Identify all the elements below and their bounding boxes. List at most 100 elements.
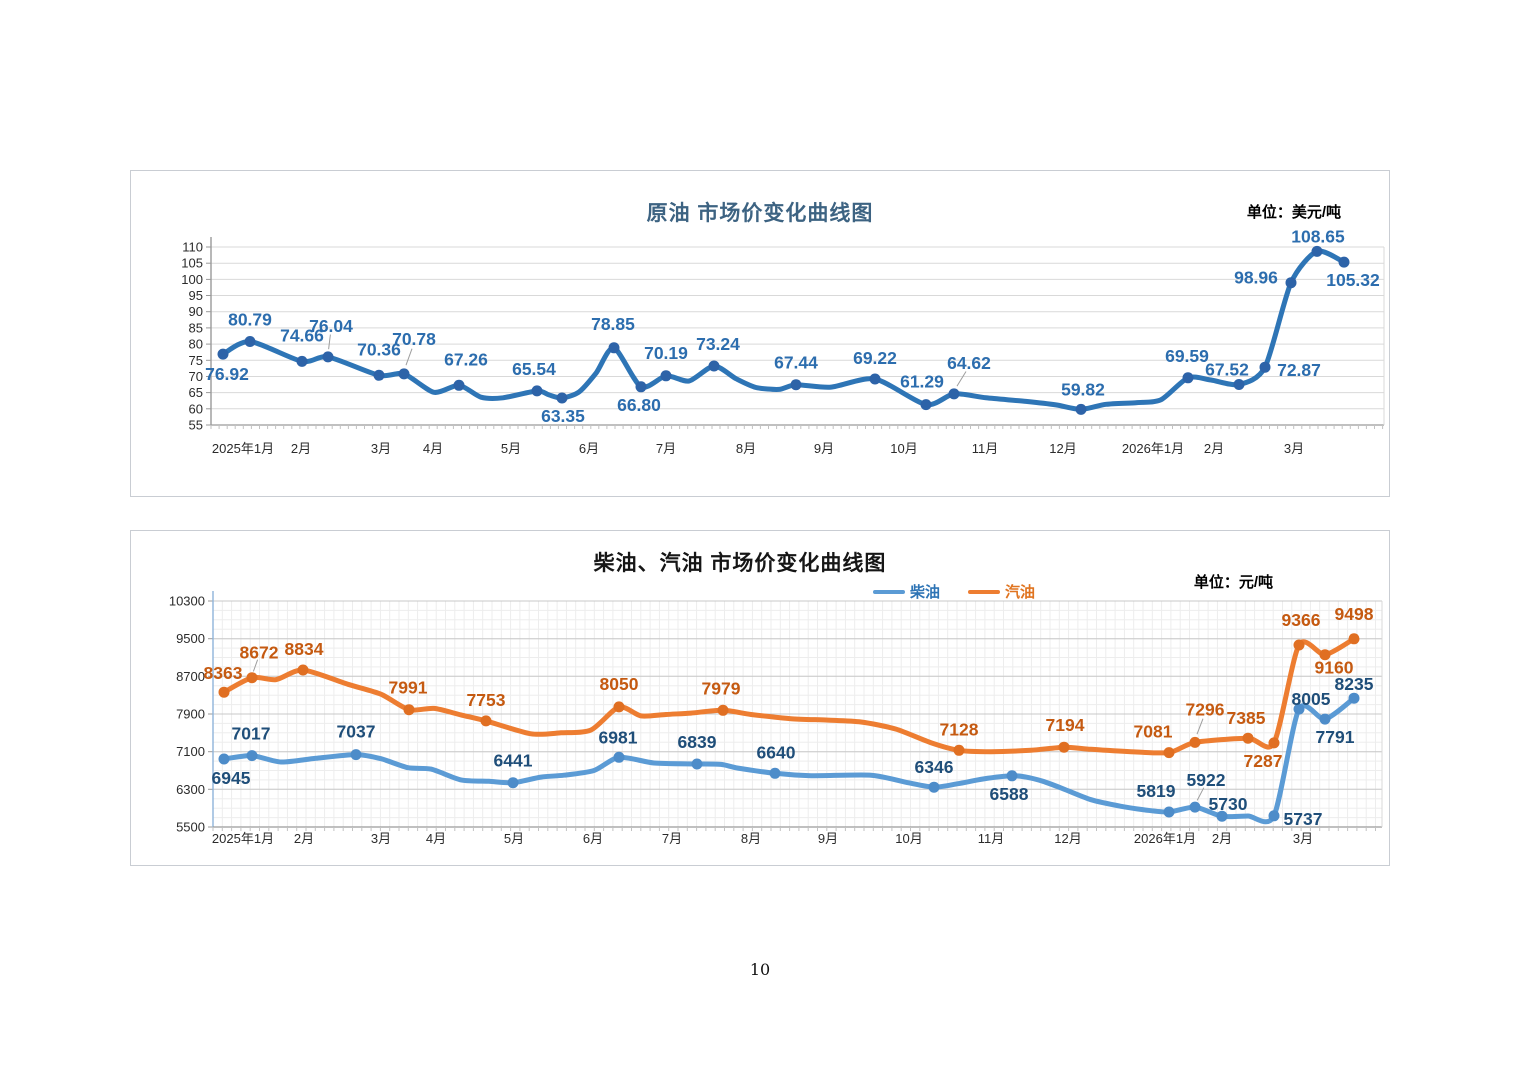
x-axis-ticks	[210, 425, 1384, 429]
data-label: 7979	[702, 678, 741, 698]
data-label: 67.52	[1205, 360, 1249, 380]
x-tick-label: 11月	[972, 441, 999, 456]
data-point-marker	[1311, 245, 1323, 257]
chart-title: 柴油、汽油 市场价变化曲线图	[593, 552, 887, 575]
x-tick-label: 12月	[1054, 831, 1081, 846]
data-label: 67.26	[444, 349, 488, 369]
data-point-marker	[1242, 732, 1254, 744]
diesel-gasoline-line-chart-svg: 10300 9500 8700 7900 7100 6300 5500 2025年1月 2月 3月…	[169, 591, 1383, 846]
y-tick-label: 110	[182, 240, 203, 255]
data-point-marker	[531, 385, 543, 397]
x-tick-label: 10月	[895, 831, 922, 846]
data-point-marker	[1293, 703, 1305, 715]
x-tick-label: 7月	[662, 831, 682, 846]
data-label: 78.85	[591, 314, 635, 334]
data-label: 7296	[1186, 699, 1225, 719]
legend-label: 柴油	[910, 584, 941, 601]
data-label: 8005	[1292, 689, 1331, 709]
y-tick-label: 55	[189, 418, 203, 433]
x-tick-label: 8月	[736, 441, 756, 456]
data-label: 7037	[337, 722, 376, 742]
unit-label: 单位：美元/吨	[1246, 204, 1341, 221]
data-point-marker	[1233, 379, 1245, 390]
data-label: 8672	[240, 643, 279, 663]
y-tick-label: 95	[189, 288, 203, 303]
data-label: 74.66	[280, 325, 324, 345]
data-label: 5819	[1137, 781, 1176, 801]
data-point-marker	[403, 704, 415, 716]
柴油-markers	[218, 692, 1360, 822]
x-tick-label: 3月	[1293, 831, 1313, 846]
data-point-marker	[350, 749, 362, 761]
data-point-marker	[480, 715, 492, 727]
x-axis-labels: 2025年1月 2月 3月 4月 5月 6月 7月 8月 9月 10月 11月 12月 2026年1月 2…	[212, 441, 1304, 456]
y-tick-label: 7900	[176, 707, 205, 722]
x-tick-label: 3月	[371, 441, 391, 456]
data-label: 66.80	[617, 395, 661, 415]
data-point-marker	[1293, 639, 1305, 651]
x-tick-label: 5月	[504, 831, 524, 846]
data-label: 5730	[1209, 794, 1248, 814]
x-tick-label: 6月	[579, 441, 599, 456]
x-tick-label: 2025年1月	[212, 831, 274, 846]
data-label: 7287	[1244, 751, 1283, 771]
legend-item-gasoline: 汽油	[968, 581, 1035, 602]
data-point-marker	[613, 701, 625, 713]
x-tick-label: 5月	[501, 441, 521, 456]
data-point-marker	[1348, 692, 1360, 704]
x-tick-label: 7月	[656, 441, 676, 456]
page-number: 10	[749, 960, 771, 979]
x-axis-labels: 2025年1月 2月 3月 4月 5月 6月 7月 8月 9月 10月 11月 12月 2026年1月 2…	[212, 831, 1313, 846]
data-label: 76.04	[309, 316, 353, 336]
data-point-marker	[1319, 713, 1331, 725]
data-label: 98.96	[1234, 268, 1278, 288]
data-point-marker	[218, 686, 230, 698]
data-point-marker	[1338, 256, 1350, 268]
柴油-data-labels: 6945 7017 7037 6441 6981 6839 6640 6346 6588 5819…	[212, 674, 1374, 829]
data-label: 7194	[1046, 715, 1085, 735]
data-label: 69.59	[1165, 346, 1209, 366]
legend-label: 汽油	[1005, 584, 1036, 601]
y-tick-label: 100	[181, 272, 203, 287]
y-tick-label: 60	[189, 401, 203, 416]
data-label: 5737	[1284, 809, 1323, 829]
data-point-marker	[613, 751, 625, 763]
x-axis-ticks	[212, 827, 1376, 831]
data-point-marker	[453, 379, 465, 391]
data-label: 9160	[1315, 658, 1354, 678]
data-label: 7385	[1227, 708, 1266, 728]
y-tick-label: 85	[189, 320, 203, 335]
data-point-marker	[217, 348, 229, 360]
data-label: 6839	[678, 732, 717, 752]
label-leader-line	[328, 334, 331, 350]
data-point-marker	[296, 355, 308, 367]
y-tick-label: 6300	[176, 782, 205, 797]
data-point-marker	[1006, 770, 1018, 782]
data-point-marker	[1268, 810, 1280, 822]
data-point-marker	[928, 781, 940, 793]
data-label: 59.82	[1061, 379, 1105, 399]
data-point-marker	[1163, 806, 1175, 818]
data-point-marker	[246, 672, 258, 684]
x-tick-label: 2026年1月	[1134, 831, 1196, 846]
y-axis-labels: 10300 9500 8700 7900 7100 6300 5500	[169, 594, 205, 835]
data-point-marker	[1268, 737, 1280, 749]
x-tick-label: 2025年1月	[212, 441, 274, 456]
data-point-marker	[244, 336, 256, 347]
data-label: 61.29	[900, 372, 944, 392]
data-label: 6981	[599, 727, 638, 747]
原油-markers	[217, 245, 1350, 415]
data-label: 9366	[1282, 610, 1321, 630]
data-point-marker	[1189, 801, 1201, 813]
data-label: 8834	[285, 639, 324, 659]
data-point-marker	[790, 379, 802, 391]
data-label: 65.54	[512, 359, 556, 379]
y-tick-label: 10300	[169, 594, 205, 609]
data-label: 9498	[1335, 604, 1374, 624]
y-tick-label: 65	[189, 385, 203, 400]
x-tick-label: 3月	[371, 831, 391, 846]
data-label: 7791	[1316, 727, 1355, 747]
